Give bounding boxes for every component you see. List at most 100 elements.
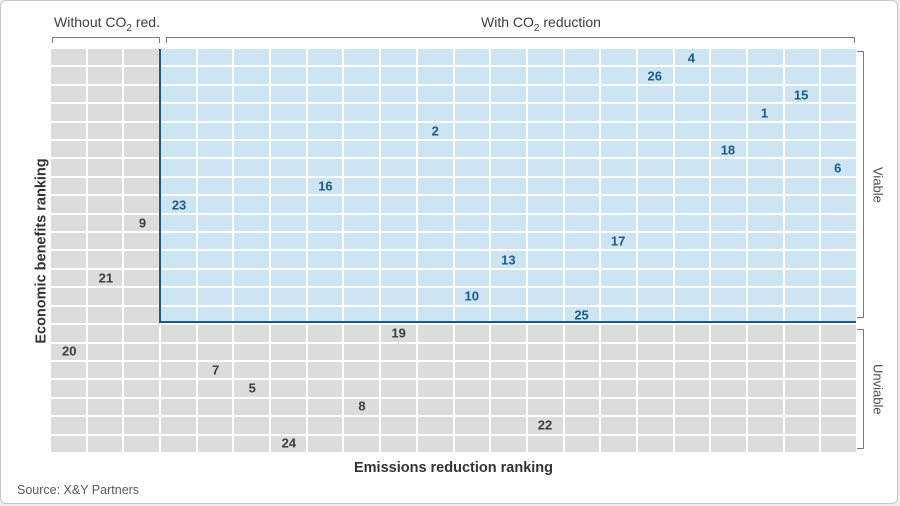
grid-cell — [197, 67, 233, 84]
grid-cell — [454, 435, 490, 452]
grid-cell — [381, 233, 416, 250]
grid-cell — [527, 251, 563, 268]
grid-cell — [417, 325, 453, 342]
grid-cell — [197, 398, 233, 416]
grid-cell — [87, 325, 123, 342]
grid-cell — [161, 288, 196, 305]
grid-cell — [637, 141, 673, 158]
grid-cell — [821, 361, 856, 379]
grid-cell — [87, 417, 123, 434]
grid-cell — [784, 251, 820, 268]
grid-cell — [344, 67, 380, 84]
grid-cell — [234, 306, 270, 324]
grid-cell — [51, 159, 86, 176]
grid-cell — [674, 251, 710, 268]
grid-cell — [821, 177, 856, 195]
grid-cell — [381, 141, 416, 158]
grid-cell — [784, 380, 820, 397]
grid-cell — [491, 251, 526, 268]
grid-cell — [674, 159, 710, 176]
grid-cell — [564, 177, 600, 195]
grid-cell — [381, 49, 416, 66]
grid-cell — [344, 104, 380, 121]
grid-cell — [307, 159, 343, 176]
grid-cell — [637, 288, 673, 305]
grid-cell — [271, 306, 306, 324]
grid-cell — [674, 325, 710, 342]
grid-cell — [271, 398, 306, 416]
grid-cell — [381, 85, 416, 103]
grid-cell — [747, 343, 783, 360]
grid-cell — [564, 251, 600, 268]
grid-cell — [234, 67, 270, 84]
grid-cell — [454, 398, 490, 416]
grid-cell — [711, 104, 746, 121]
grid-cell — [491, 398, 526, 416]
grid-cell — [711, 67, 746, 84]
grid-cell — [234, 398, 270, 416]
grid-cell — [234, 214, 270, 232]
grid-cell — [344, 269, 380, 287]
grid-cell — [417, 269, 453, 287]
grid-cell — [527, 122, 563, 140]
grid-cell — [271, 435, 306, 452]
grid-cell — [711, 417, 746, 434]
grid-cell — [124, 49, 160, 66]
grid-cell — [711, 214, 746, 232]
grid-cell — [491, 325, 526, 342]
grid-cell — [711, 159, 746, 176]
grid-cell — [197, 251, 233, 268]
grid-cell — [821, 269, 856, 287]
grid-cell — [674, 343, 710, 360]
grid-cell — [271, 343, 306, 360]
grid-cell — [124, 85, 160, 103]
x-axis-label: Emissions reduction ranking — [353, 460, 553, 476]
grid-cell — [51, 122, 86, 140]
grid-cell — [197, 177, 233, 195]
grid-cell — [234, 141, 270, 158]
grid-cell — [417, 361, 453, 379]
grid-cell — [784, 343, 820, 360]
grid-cell — [564, 417, 600, 434]
grid-cell — [674, 196, 710, 213]
grid-cell — [271, 85, 306, 103]
grid-cell — [51, 141, 86, 158]
grid-cell — [601, 435, 636, 452]
grid-cell — [637, 306, 673, 324]
grid-cell — [87, 288, 123, 305]
grid-cell — [51, 417, 86, 434]
grid-cell — [417, 214, 453, 232]
grid-cell — [601, 122, 636, 140]
grid-cell — [527, 196, 563, 213]
grid-cell — [601, 417, 636, 434]
grid-cell — [51, 177, 86, 195]
grid-cell — [344, 233, 380, 250]
grid-cell — [674, 49, 710, 66]
grid-cell — [491, 104, 526, 121]
grid-cell — [234, 49, 270, 66]
grid-cell — [381, 214, 416, 232]
plot-grid: 1 2 4 5 6 7 8 9 10 13 15 16 17 18 19 20 21 22 23 24 25 26 — [51, 49, 856, 452]
grid-cell — [417, 398, 453, 416]
grid-cell — [381, 325, 416, 342]
grid-cell — [197, 233, 233, 250]
grid-cell — [454, 251, 490, 268]
grid-cell — [161, 251, 196, 268]
grid-cell — [527, 288, 563, 305]
grid-cell — [747, 233, 783, 250]
grid-cell — [564, 288, 600, 305]
grid-cell — [87, 233, 123, 250]
grid-cell — [271, 122, 306, 140]
grid-cell — [161, 104, 196, 121]
grid-cell — [124, 67, 160, 84]
grid-cell — [87, 214, 123, 232]
grid-cell — [821, 251, 856, 268]
grid-cell — [601, 306, 636, 324]
grid-cell — [637, 380, 673, 397]
grid-cell — [51, 288, 86, 305]
grid-cell — [381, 380, 416, 397]
grid-cell — [87, 159, 123, 176]
grid-cell — [601, 196, 636, 213]
grid-cell — [454, 306, 490, 324]
grid-cell — [711, 251, 746, 268]
